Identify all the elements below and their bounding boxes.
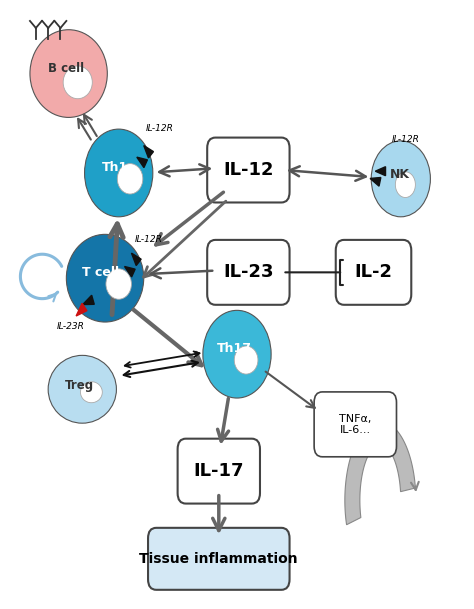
FancyBboxPatch shape — [148, 528, 290, 590]
Text: IL-12R: IL-12R — [135, 235, 163, 244]
Ellipse shape — [81, 382, 102, 403]
Polygon shape — [144, 146, 154, 158]
Polygon shape — [125, 267, 135, 277]
Polygon shape — [137, 157, 147, 167]
Ellipse shape — [395, 172, 415, 197]
Text: IL-23: IL-23 — [223, 263, 273, 281]
FancyBboxPatch shape — [207, 240, 290, 304]
Text: IL-12R: IL-12R — [392, 135, 419, 144]
Ellipse shape — [371, 141, 430, 217]
FancyBboxPatch shape — [314, 392, 396, 457]
Ellipse shape — [30, 30, 107, 118]
Text: B cell: B cell — [48, 62, 84, 75]
Text: T cell: T cell — [82, 266, 119, 280]
Ellipse shape — [106, 269, 131, 299]
Ellipse shape — [66, 234, 144, 322]
Polygon shape — [375, 167, 385, 176]
Text: Th17: Th17 — [217, 342, 252, 356]
Text: IL-17: IL-17 — [193, 462, 244, 480]
Text: IL-2: IL-2 — [355, 263, 392, 281]
Polygon shape — [370, 177, 381, 186]
Ellipse shape — [234, 346, 258, 374]
Ellipse shape — [63, 66, 92, 99]
Polygon shape — [131, 253, 141, 266]
Text: Th1: Th1 — [102, 161, 128, 174]
Text: Treg: Treg — [65, 379, 94, 392]
FancyBboxPatch shape — [178, 438, 260, 504]
Polygon shape — [345, 421, 415, 525]
FancyBboxPatch shape — [336, 240, 411, 304]
Ellipse shape — [84, 129, 153, 217]
Text: IL-12: IL-12 — [223, 161, 273, 179]
Polygon shape — [76, 303, 87, 316]
Ellipse shape — [48, 356, 117, 423]
Text: IL-23R: IL-23R — [57, 322, 85, 331]
Text: NK: NK — [390, 167, 410, 181]
Text: TNFα,
IL-6...: TNFα, IL-6... — [339, 414, 372, 435]
Ellipse shape — [118, 164, 143, 194]
Text: IL-12R: IL-12R — [146, 124, 174, 133]
Polygon shape — [82, 295, 94, 304]
Ellipse shape — [203, 311, 271, 398]
Text: Tissue inflammation: Tissue inflammation — [139, 552, 298, 566]
FancyBboxPatch shape — [207, 138, 290, 202]
